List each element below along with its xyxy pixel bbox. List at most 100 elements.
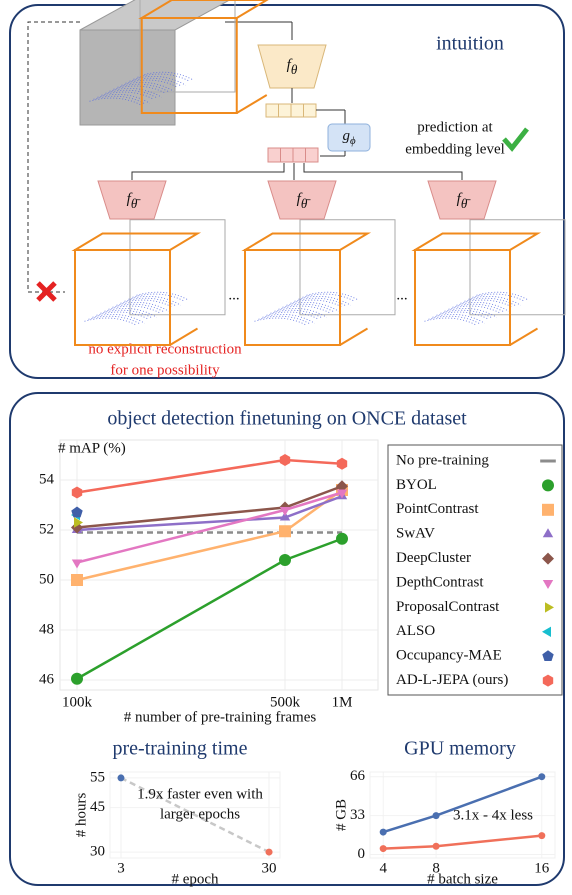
note: embedding level — [405, 141, 505, 157]
math-label: fθ̄ — [297, 191, 312, 211]
points — [290, 299, 343, 308]
points — [108, 305, 161, 314]
arrow — [303, 163, 463, 180]
y-axis-label: # mAP (%) — [58, 440, 126, 456]
panel-title: intuition — [436, 33, 504, 55]
cube-top — [71, 232, 202, 251]
points — [294, 297, 347, 307]
points — [428, 315, 481, 325]
marker — [538, 773, 546, 781]
math-base: f — [127, 191, 133, 207]
cube-edge — [339, 327, 369, 346]
points — [302, 293, 355, 302]
points — [124, 297, 177, 307]
series-line — [76, 537, 343, 680]
marker — [432, 842, 440, 850]
x-tick-label: 16 — [534, 860, 550, 876]
points — [298, 295, 351, 306]
cube-edge — [509, 327, 539, 346]
legend-label: ProposalContrast — [396, 599, 500, 615]
points — [121, 81, 174, 92]
y-tick-label: 30 — [90, 844, 105, 860]
legend-label: DepthContrast — [396, 574, 484, 590]
marker — [542, 580, 554, 589]
target-encoder-block — [97, 180, 167, 220]
points — [436, 311, 489, 320]
encoder-block — [257, 44, 327, 89]
marker — [542, 626, 551, 637]
marker — [540, 459, 556, 463]
point — [117, 774, 125, 782]
marker — [71, 574, 83, 586]
point-cloud-cube — [241, 219, 396, 346]
points — [132, 293, 185, 302]
point-cloud-cube — [79, 0, 269, 126]
points — [100, 309, 153, 319]
point-cloud-cube — [71, 219, 226, 346]
points — [278, 305, 331, 314]
points — [286, 301, 339, 312]
trend-line — [120, 776, 270, 854]
x-axis-label: # number of pre-training frames — [124, 709, 317, 725]
legend-label: Occupancy-MAE — [396, 648, 502, 664]
points — [93, 95, 146, 105]
points — [262, 313, 315, 324]
cube-back — [299, 219, 396, 316]
points — [444, 307, 497, 318]
cube-back — [469, 219, 566, 316]
marker — [542, 650, 554, 662]
cube-back — [139, 0, 236, 93]
y-tick-label: 66 — [350, 768, 366, 784]
marker — [545, 602, 554, 613]
plot-area — [369, 771, 556, 859]
note: prediction at — [417, 119, 493, 135]
points — [84, 317, 137, 326]
series-line — [76, 458, 343, 494]
math-base: f — [297, 191, 303, 207]
marker — [336, 489, 348, 499]
marker — [542, 674, 554, 687]
cube-back — [129, 219, 226, 316]
points — [97, 93, 150, 104]
arrow — [131, 163, 285, 180]
points — [88, 315, 141, 325]
cube-edge — [236, 94, 268, 114]
y-tick-label: 45 — [90, 799, 105, 815]
cube-front — [414, 249, 511, 346]
note: for one possibility — [110, 362, 220, 378]
annotation: larger epochs — [160, 806, 240, 822]
marker — [279, 454, 291, 466]
legend-label: ALSO — [396, 623, 435, 639]
marker — [542, 552, 554, 565]
marker — [71, 486, 83, 499]
points — [129, 77, 182, 87]
points — [112, 303, 165, 313]
marker — [538, 832, 546, 840]
math-base: f — [457, 191, 463, 207]
dashed-arrow — [27, 21, 80, 293]
y-tick-label: 46 — [39, 671, 55, 687]
target-encoder-block — [267, 180, 337, 220]
legend-label: No pre-training — [396, 452, 489, 468]
points — [104, 307, 157, 318]
points — [133, 75, 186, 86]
points — [456, 301, 509, 312]
point — [265, 848, 273, 856]
points — [109, 87, 162, 98]
math-sub: θ̄ — [131, 196, 141, 211]
points — [282, 303, 335, 313]
marker — [542, 528, 554, 538]
x-tick-label: 4 — [379, 860, 387, 876]
plot-area — [59, 439, 379, 691]
math-sub: ϕ — [350, 135, 356, 147]
marker — [71, 506, 83, 518]
points — [452, 303, 505, 313]
y-tick-label: 0 — [358, 846, 366, 862]
chart-title: pre-training time — [113, 738, 248, 760]
points — [306, 291, 359, 301]
math-label: fθ̄ — [457, 191, 472, 211]
intuition-panel — [9, 4, 565, 379]
points — [274, 307, 327, 318]
marker — [379, 828, 387, 836]
points — [424, 317, 477, 326]
